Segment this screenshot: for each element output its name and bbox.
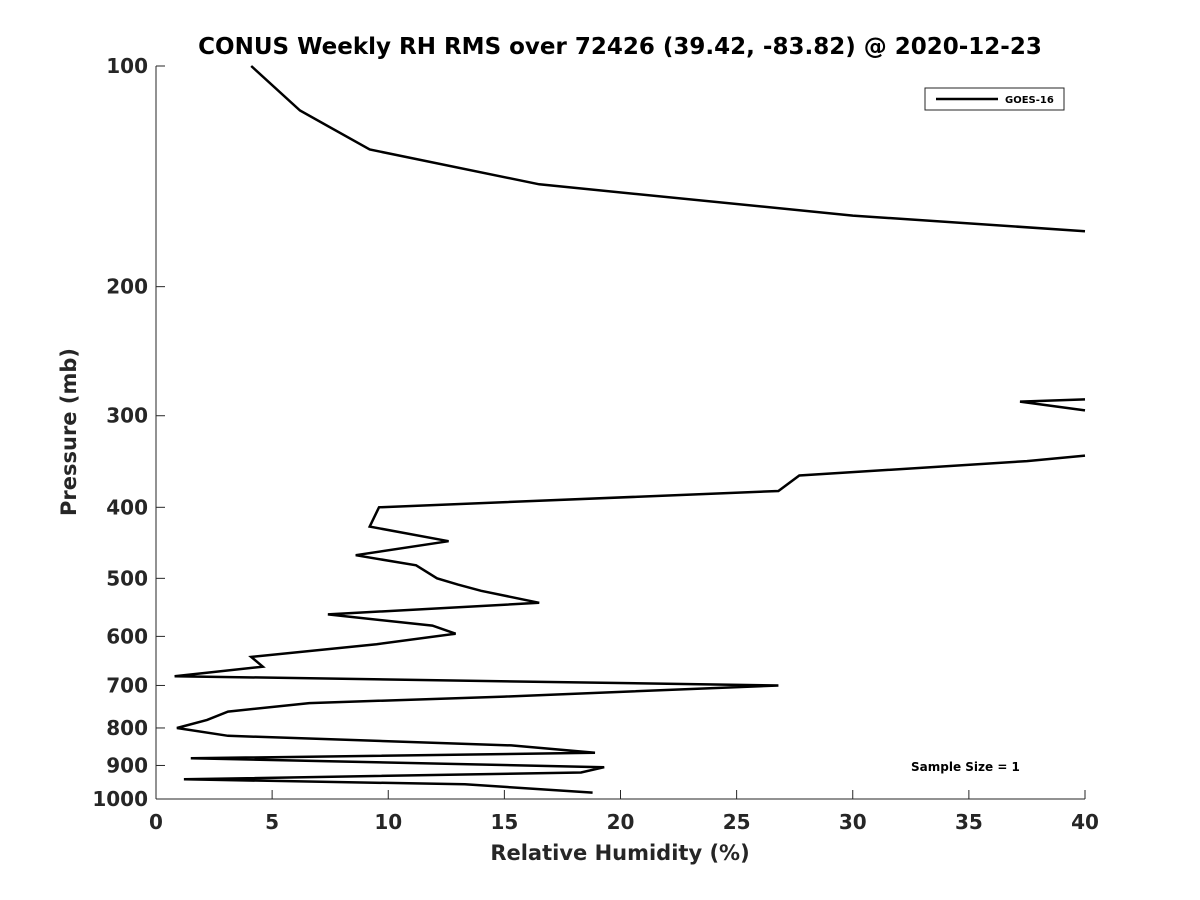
y-tick-label: 200 xyxy=(106,275,148,299)
y-tick-label: 1000 xyxy=(92,787,148,811)
x-tick-label: 0 xyxy=(149,810,163,834)
y-tick-label: 800 xyxy=(106,716,148,740)
legend: GOES-16 xyxy=(924,87,1065,111)
series-layer xyxy=(174,65,1086,794)
x-tick-label: 40 xyxy=(1071,810,1099,834)
sample-size-annotation: Sample Size = 1 xyxy=(911,760,1020,774)
series-line-goes16 xyxy=(250,65,1086,233)
y-axis-label: Pressure (mb) xyxy=(57,348,81,516)
y-tick-label: 500 xyxy=(106,566,148,590)
y-tick-label: 100 xyxy=(106,54,148,78)
plot-area xyxy=(156,66,1085,799)
y-tick-label: 700 xyxy=(106,673,148,697)
series-line-goes16 xyxy=(1019,398,1086,412)
y-ticks: 100 200 300 400 500 600 700 800 900 1000 xyxy=(92,54,165,811)
y-tick-label: 300 xyxy=(106,404,148,428)
x-axis-label: Relative Humidity (%) xyxy=(490,841,749,865)
x-tick-label: 25 xyxy=(723,810,751,834)
x-tick-label: 10 xyxy=(374,810,402,834)
x-tick-label: 5 xyxy=(265,810,279,834)
y-tick-label: 900 xyxy=(106,753,148,777)
series-line-goes16 xyxy=(174,454,1086,794)
legend-label-goes16: GOES-16 xyxy=(1005,95,1054,106)
chart-title: CONUS Weekly RH RMS over 72426 (39.42, -… xyxy=(198,34,1042,60)
y-tick-label: 400 xyxy=(106,495,148,519)
x-tick-label: 35 xyxy=(955,810,983,834)
y-tick-label: 600 xyxy=(106,624,148,648)
x-ticks: 0 5 10 15 20 25 30 35 40 xyxy=(149,790,1099,834)
x-tick-label: 20 xyxy=(607,810,635,834)
x-tick-label: 30 xyxy=(839,810,867,834)
x-tick-label: 15 xyxy=(490,810,518,834)
